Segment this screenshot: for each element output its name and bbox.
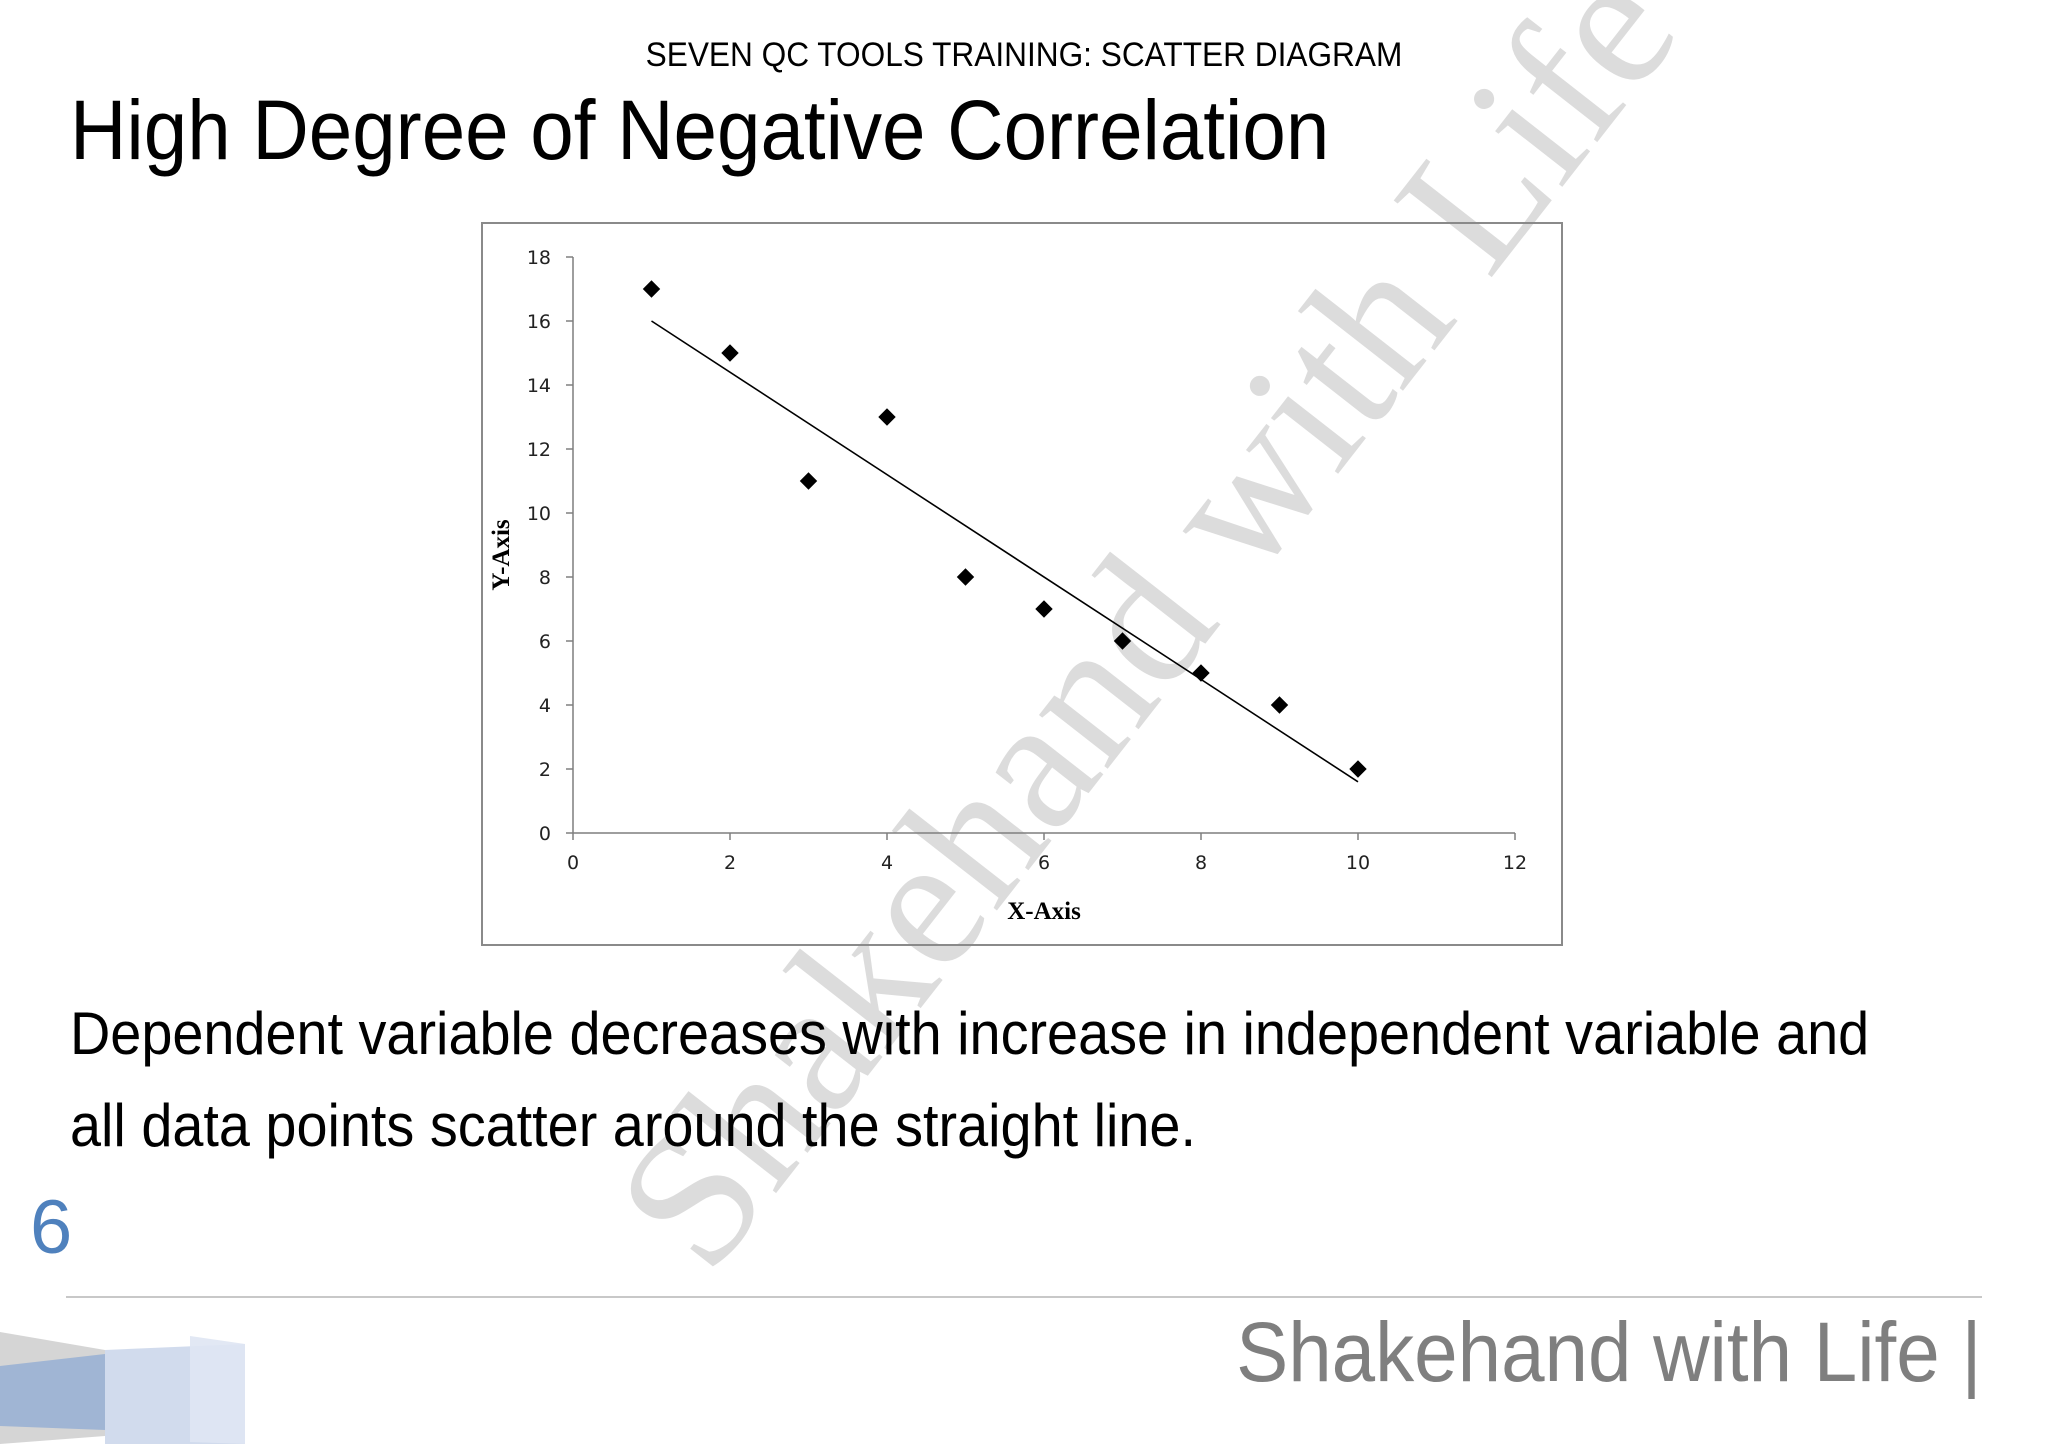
- data-point: [878, 408, 896, 426]
- trend-line: [651, 320, 1359, 783]
- y-tick-label: 4: [539, 695, 551, 717]
- data-point: [721, 344, 739, 362]
- data-point: [1349, 760, 1367, 778]
- x-tick-label: 8: [1195, 852, 1207, 874]
- y-tick-label: 8: [539, 567, 551, 589]
- y-tick-label: 6: [539, 631, 551, 653]
- footer-brand: Shakehand with Life |: [1236, 1305, 1982, 1399]
- data-point: [956, 568, 975, 586]
- scatter-chart-svg: 0 2 4 6 8 10 12 14 16 18 0 2 4 6 8 10 12 X-Axis Y-Axis: [488, 247, 1527, 925]
- y-tick-label: 2: [539, 759, 551, 781]
- footer-decoration-graphic: [0, 1332, 245, 1444]
- data-point: [1113, 632, 1132, 650]
- data-point: [1270, 696, 1289, 714]
- footer-divider: [66, 1296, 1982, 1298]
- x-tick-label: 6: [1038, 852, 1050, 874]
- x-tick-label: 2: [724, 852, 736, 874]
- y-tick-label: 10: [527, 503, 551, 525]
- description-text: Dependent variable decreases with increa…: [70, 1000, 1870, 1159]
- data-point: [1192, 664, 1210, 682]
- data-point: [1035, 600, 1053, 618]
- y-tick-label: 0: [539, 823, 551, 845]
- data-point: [799, 472, 818, 490]
- scatter-chart: 0 2 4 6 8 10 12 14 16 18 0 2 4 6 8 10 12 X-Axis Y-Axis: [481, 222, 1563, 946]
- x-tick-label: 10: [1346, 852, 1370, 874]
- y-tick-label: 16: [527, 311, 551, 333]
- data-point: [642, 280, 661, 298]
- x-tick-label: 4: [881, 852, 893, 874]
- slide-title: High Degree of Negative Correlation: [70, 83, 1330, 177]
- x-tick-label: 12: [1503, 852, 1527, 874]
- y-tick-label: 12: [527, 439, 551, 461]
- y-tick-label: 14: [527, 375, 551, 397]
- x-tick-label: 0: [567, 852, 579, 874]
- page-number: 6: [30, 1185, 73, 1270]
- x-axis-title: X-Axis: [1007, 898, 1081, 925]
- y-axis-title: Y-Axis: [488, 519, 515, 591]
- y-tick-label: 18: [527, 247, 551, 269]
- slide-header: SEVEN QC TOOLS TRAINING: SCATTER DIAGRAM: [645, 36, 1403, 74]
